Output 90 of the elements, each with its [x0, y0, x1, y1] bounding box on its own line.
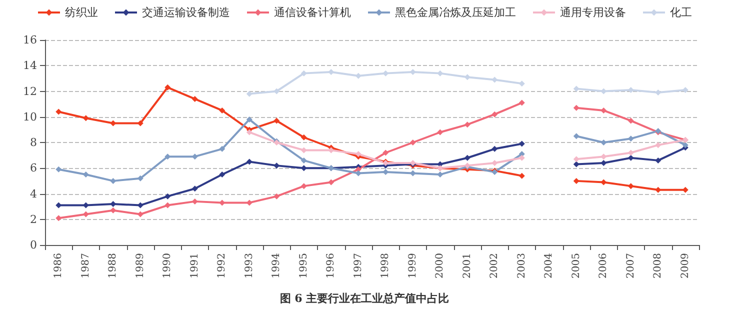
point [437, 172, 444, 178]
x-tick-label: 2008 [652, 253, 664, 278]
point [274, 193, 280, 200]
point [573, 178, 580, 184]
x-tick-label: 2003 [516, 253, 528, 278]
y-tick-label: 16 [23, 34, 37, 46]
point [56, 215, 62, 222]
legend-label: 纺织业 [65, 6, 98, 19]
y-tick-label: 14 [23, 59, 37, 72]
point [682, 142, 688, 148]
point [410, 140, 416, 146]
point [300, 134, 307, 140]
point [518, 172, 525, 179]
point [437, 129, 444, 136]
x-tick-label: 1988 [108, 253, 119, 278]
x-tick-label: 1987 [80, 253, 92, 278]
legend-label: 交通运输设备制造 [142, 6, 230, 19]
point [600, 160, 607, 166]
point [655, 157, 662, 164]
point [219, 146, 226, 152]
x-tick-label: 2000 [434, 253, 446, 278]
x-tick-label: 1998 [380, 253, 392, 278]
point [600, 179, 607, 186]
x-tick-label: 1990 [162, 253, 174, 278]
x-tick-label: 1996 [326, 253, 337, 278]
x-tick-label: 1993 [244, 253, 255, 278]
point [137, 211, 144, 218]
text: 图 6 主要行业在工业总产值中占比 [280, 292, 450, 305]
x-tick-label: 2007 [625, 253, 636, 278]
x-tick-label: 2002 [489, 253, 500, 278]
point [164, 193, 171, 200]
point [246, 116, 252, 122]
point [300, 157, 307, 164]
point [628, 183, 634, 190]
legend-label: 化工 [670, 6, 692, 19]
point [246, 129, 252, 136]
point [328, 179, 334, 186]
legend-label: 黑色金属冶炼及压延加工 [395, 6, 516, 19]
y-tick-label: 12 [23, 84, 37, 98]
x-tick-label: 1997 [352, 253, 364, 278]
point [600, 107, 607, 114]
point [192, 186, 198, 192]
x-tick-label: 2004 [544, 253, 555, 278]
point [655, 142, 662, 148]
point [219, 172, 226, 178]
point [492, 146, 498, 152]
x-tick-label: 1994 [271, 253, 282, 278]
x-tick-label: 2001 [462, 253, 473, 278]
point [518, 100, 525, 106]
point [518, 140, 525, 147]
y-tick-label: 2 [30, 212, 37, 226]
point [246, 158, 252, 165]
y-tick-label: 10 [23, 110, 37, 124]
x-tick-label: 1989 [134, 253, 146, 278]
x-tick-label: 1991 [189, 253, 200, 278]
point [464, 154, 470, 161]
point [573, 104, 580, 111]
point [492, 111, 498, 118]
point [192, 96, 198, 102]
point [110, 207, 116, 214]
point [300, 165, 307, 172]
x-tick-label: 2005 [570, 253, 582, 278]
x-tick-label: 1986 [53, 253, 64, 278]
point [56, 108, 62, 115]
point [300, 183, 307, 190]
y-tick-label: 6 [30, 162, 37, 175]
x-tick-label: 1999 [407, 253, 418, 278]
point [382, 150, 389, 156]
x-tick-label: 2006 [598, 253, 610, 278]
point [464, 122, 470, 128]
y-tick-label: 0 [30, 238, 37, 252]
y-tick-label: 4 [30, 187, 37, 200]
point [219, 107, 226, 114]
point [164, 84, 171, 90]
point [56, 166, 62, 172]
x-tick-label: 2009 [680, 253, 691, 278]
legend-label: 通信设备计算机 [274, 6, 351, 19]
point [628, 118, 634, 124]
point [573, 156, 580, 162]
legend-label: 通用专用设备 [560, 6, 626, 19]
point [82, 211, 89, 218]
x-tick-label: 1995 [298, 253, 310, 278]
point [274, 118, 280, 124]
point [246, 90, 252, 97]
point [628, 154, 634, 161]
x-tick-label: 1992 [216, 253, 228, 278]
point [573, 133, 580, 140]
point [164, 202, 171, 208]
point [82, 115, 89, 122]
y-tick-label: 8 [30, 136, 37, 149]
